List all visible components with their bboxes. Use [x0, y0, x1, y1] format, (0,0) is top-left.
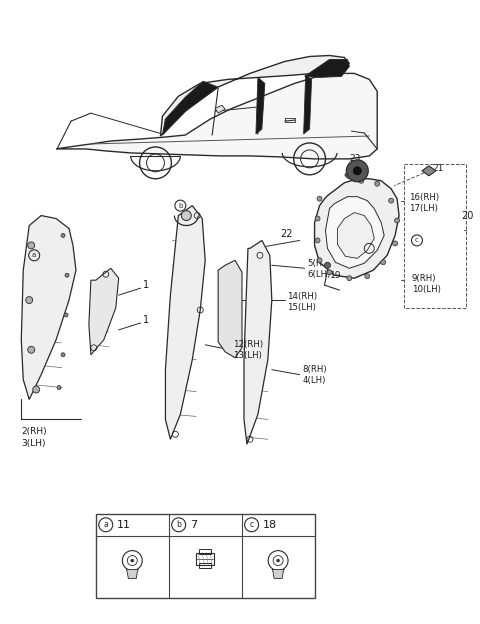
Text: 6(LH): 6(LH) [308, 270, 331, 279]
Text: 1: 1 [143, 280, 149, 290]
Text: 4(LH): 4(LH) [302, 376, 326, 385]
Circle shape [181, 210, 192, 220]
Text: 12(RH): 12(RH) [233, 340, 263, 349]
Polygon shape [160, 56, 349, 136]
Polygon shape [162, 81, 218, 135]
Text: b: b [176, 520, 181, 529]
Text: 7: 7 [190, 520, 197, 530]
Circle shape [375, 181, 380, 186]
Circle shape [381, 260, 385, 265]
Polygon shape [215, 105, 225, 113]
Text: 8(RH): 8(RH) [302, 365, 327, 374]
Circle shape [345, 173, 348, 177]
Text: 19: 19 [329, 271, 341, 280]
Circle shape [131, 559, 134, 562]
Circle shape [26, 296, 33, 303]
Text: 3(LH): 3(LH) [21, 439, 46, 448]
Text: 15(LH): 15(LH) [287, 303, 316, 311]
Polygon shape [422, 166, 436, 176]
Circle shape [315, 216, 320, 221]
Polygon shape [325, 197, 384, 268]
Circle shape [395, 218, 399, 223]
Polygon shape [89, 268, 119, 355]
Circle shape [347, 160, 368, 182]
Circle shape [389, 198, 394, 203]
Text: 21: 21 [432, 164, 443, 173]
Text: 20: 20 [462, 210, 474, 220]
Text: c: c [250, 520, 253, 529]
Text: 1: 1 [143, 315, 149, 325]
Text: a: a [32, 252, 36, 258]
Circle shape [324, 262, 330, 268]
Bar [285, 118, 295, 122]
Circle shape [352, 166, 362, 176]
Circle shape [276, 559, 280, 562]
Polygon shape [314, 178, 399, 278]
Text: 5(RH): 5(RH) [308, 259, 332, 268]
Text: 9(RH): 9(RH) [412, 274, 436, 283]
Circle shape [317, 258, 322, 263]
Circle shape [28, 346, 35, 353]
Text: c: c [415, 237, 419, 243]
Circle shape [327, 270, 332, 275]
Circle shape [33, 386, 40, 393]
Text: 23: 23 [349, 154, 361, 163]
Polygon shape [256, 77, 265, 134]
Circle shape [317, 196, 322, 201]
Polygon shape [244, 240, 272, 444]
Circle shape [61, 233, 65, 238]
Text: b: b [178, 203, 182, 208]
Circle shape [365, 274, 370, 279]
Text: 11: 11 [117, 520, 131, 530]
Bar [96, 514, 314, 598]
Polygon shape [272, 570, 284, 578]
Polygon shape [304, 76, 312, 134]
Circle shape [347, 276, 352, 281]
Circle shape [28, 242, 35, 249]
Bar [199, 563, 211, 567]
Polygon shape [56, 74, 377, 159]
Bar [196, 553, 214, 565]
Circle shape [393, 241, 397, 246]
Polygon shape [218, 260, 242, 358]
Text: 10(LH): 10(LH) [412, 285, 441, 294]
Polygon shape [166, 206, 205, 439]
Circle shape [61, 353, 65, 357]
Text: 14(RH): 14(RH) [287, 291, 317, 301]
Polygon shape [305, 59, 349, 77]
Text: 17(LH): 17(LH) [409, 204, 438, 213]
Bar [199, 548, 211, 553]
Polygon shape [126, 570, 138, 578]
Polygon shape [21, 215, 76, 399]
Text: 22: 22 [280, 230, 292, 240]
Text: 16(RH): 16(RH) [409, 193, 439, 202]
Polygon shape [337, 213, 374, 258]
Text: 13(LH): 13(LH) [233, 351, 262, 360]
Bar [404, 164, 466, 308]
Circle shape [57, 386, 61, 389]
Circle shape [64, 313, 68, 317]
Circle shape [359, 178, 364, 183]
Circle shape [65, 273, 69, 277]
Circle shape [315, 238, 320, 243]
Text: a: a [103, 520, 108, 529]
Text: 18: 18 [263, 520, 276, 530]
Text: 2(RH): 2(RH) [21, 427, 47, 436]
